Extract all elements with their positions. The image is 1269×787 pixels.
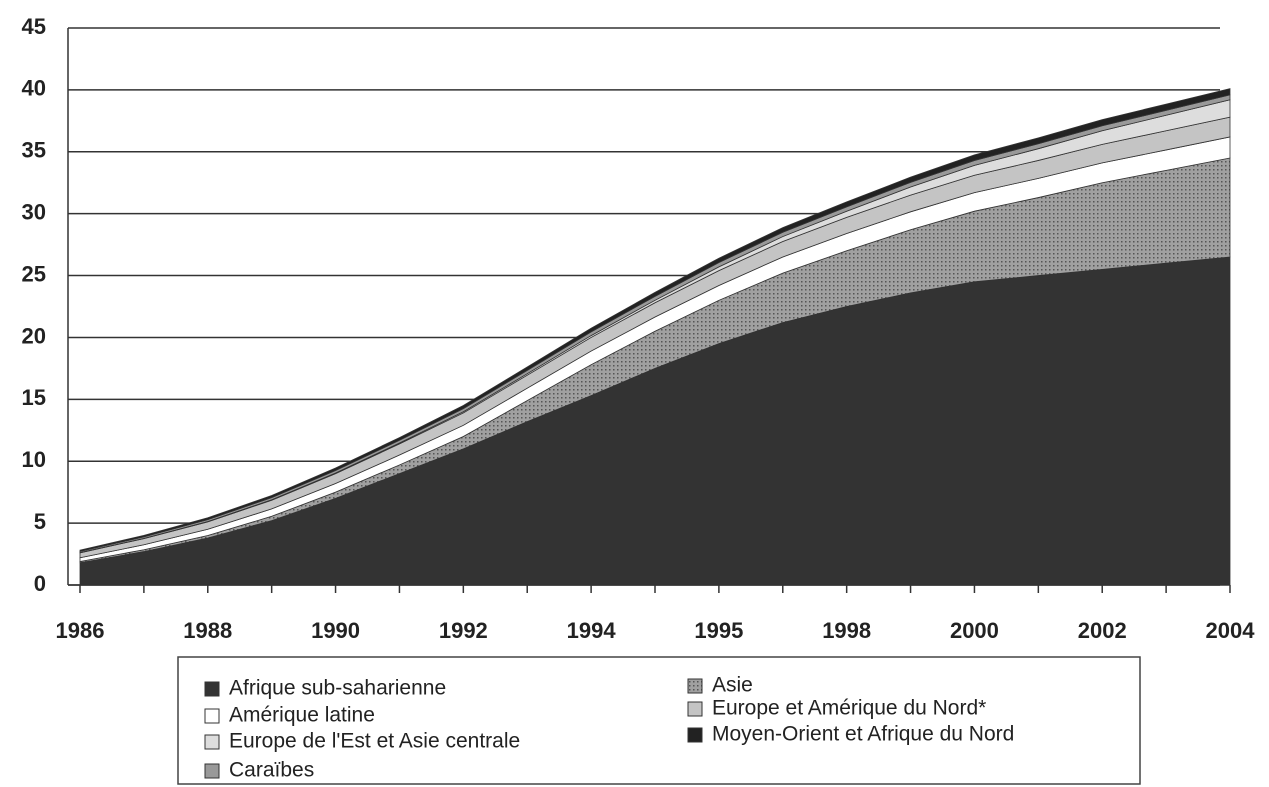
y-tick-label: 10	[22, 447, 46, 472]
y-tick-label: 0	[34, 571, 46, 596]
y-tick-label: 40	[22, 76, 46, 101]
legend-swatch	[204, 763, 220, 779]
y-tick-label: 35	[22, 138, 46, 163]
x-tick-label: 2000	[950, 618, 999, 643]
x-tick-label: 1998	[822, 618, 871, 643]
legend-label: Caraïbes	[229, 759, 314, 782]
y-tick-label: 20	[22, 323, 46, 348]
y-tick-label: 5	[34, 509, 46, 534]
x-tick-label: 1986	[56, 618, 105, 643]
legend-label: Asie	[712, 674, 753, 697]
legend-label: Europe de l'Est et Asie centrale	[229, 730, 520, 753]
legend-swatch	[687, 727, 703, 743]
legend-box	[177, 656, 1141, 785]
legend-label: Moyen-Orient et Afrique du Nord	[712, 723, 1014, 746]
x-tick-label: 2002	[1078, 618, 1127, 643]
y-tick-label: 45	[22, 14, 46, 39]
x-tick-label: 1990	[311, 618, 360, 643]
legend-swatch	[204, 681, 220, 697]
x-tick-label: 2004	[1206, 618, 1256, 643]
legend-swatch	[687, 701, 703, 717]
x-tick-label: 1995	[694, 618, 743, 643]
area	[79, 88, 1231, 552]
y-tick-label: 30	[22, 199, 46, 224]
legend-swatch	[204, 708, 220, 724]
y-tick-label: 15	[22, 385, 46, 410]
x-tick-label: 1994	[567, 618, 617, 643]
y-tick-label: 25	[22, 261, 46, 286]
x-tick-label: 1988	[183, 618, 232, 643]
legend-swatch	[687, 678, 703, 694]
legend-label: Europe et Amérique du Nord*	[712, 697, 986, 720]
legend-label: Amérique latine	[229, 704, 375, 727]
x-tick-label: 1992	[439, 618, 488, 643]
legend-swatch	[204, 734, 220, 750]
legend-label: Afrique sub-saharienne	[229, 677, 446, 700]
